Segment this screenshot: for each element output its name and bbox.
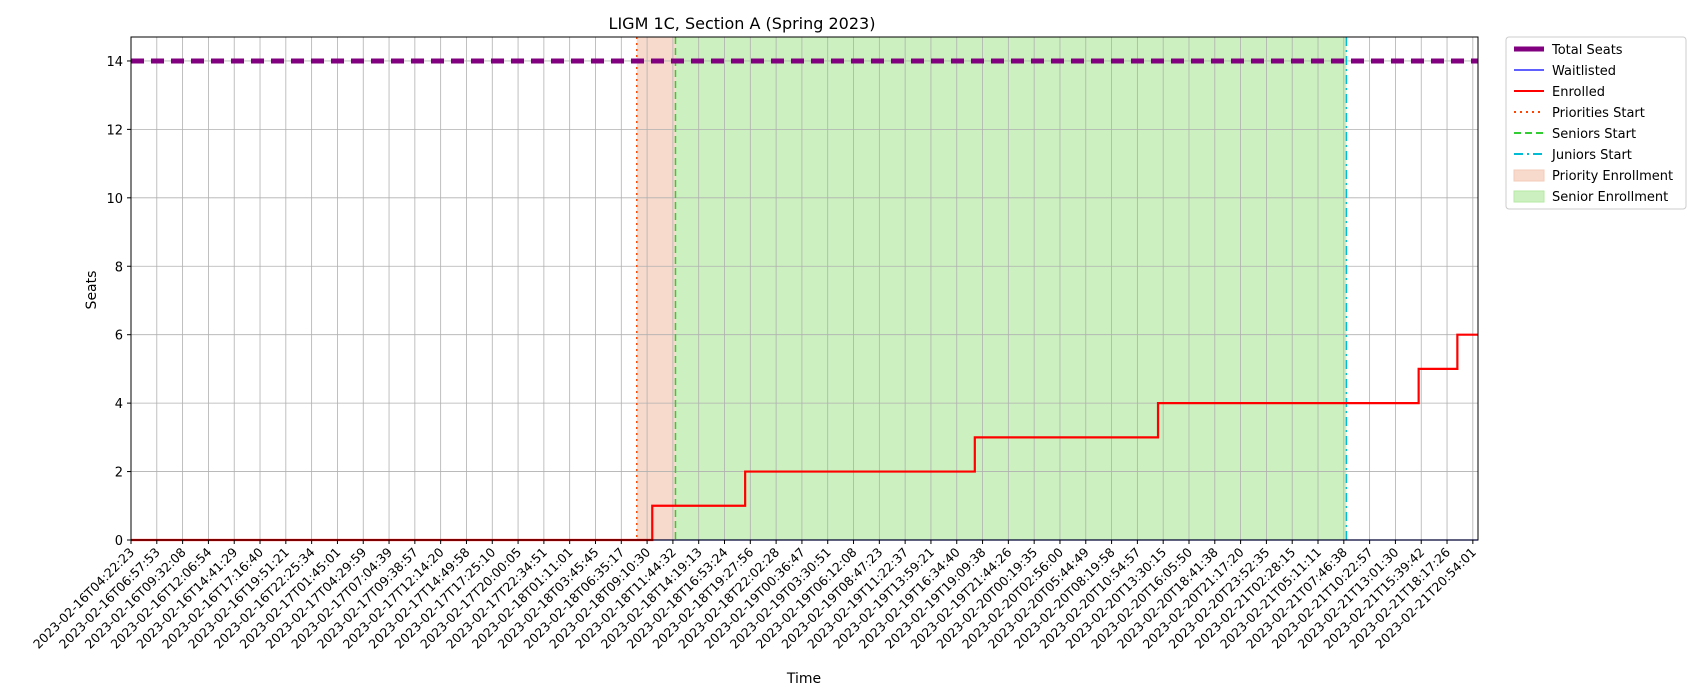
y-axis-label: Seats [84, 271, 100, 310]
legend-label-total-seats: Total Seats [1551, 43, 1623, 58]
legend-label-priorities-start: Priorities Start [1552, 106, 1645, 121]
legend-label-enrolled: Enrolled [1552, 85, 1605, 100]
y-tick-label: 8 [115, 260, 123, 275]
series-enrolled [131, 333, 1478, 542]
y-tick-label: 2 [115, 466, 123, 481]
legend-label-waitlisted: Waitlisted [1552, 64, 1616, 79]
legend-swatch-senior-enrollment [1513, 190, 1545, 203]
y-tick-label: 4 [115, 397, 123, 412]
legend-swatch-priority-enrollment [1513, 169, 1545, 182]
legend-label-priority-enrollment: Priority Enrollment [1552, 169, 1673, 184]
legend-box [1505, 36, 1687, 210]
legend-label-senior-enrollment: Senior Enrollment [1552, 190, 1668, 205]
legend-label-juniors-start: Juniors Start [1551, 148, 1632, 163]
legend: Total Seats Waitlisted Enrolled Priorities … [1505, 36, 1687, 210]
y-tick-label: 14 [106, 55, 123, 70]
span-senior-enrollment [675, 37, 1347, 540]
y-tick-label: 12 [106, 123, 123, 138]
plot-area: 024681012142023-02-16T04:22:232023-02-16… [30, 36, 1479, 652]
y-tick-label: 6 [115, 329, 123, 344]
y-tick-label: 10 [106, 192, 123, 207]
legend-label-seniors-start: Seniors Start [1552, 127, 1636, 142]
span-priority-enrollment [636, 37, 676, 540]
axes-frame [130, 36, 1479, 541]
y-tick-label: 0 [115, 534, 123, 549]
chart-title: LIGM 1C, Section A (Spring 2023) [609, 14, 876, 33]
x-axis-label: Time [786, 671, 821, 687]
